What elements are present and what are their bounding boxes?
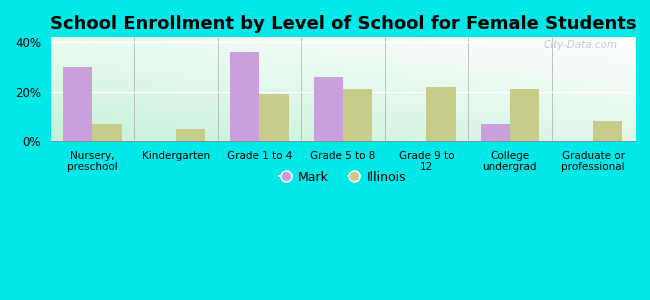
Title: School Enrollment by Level of School for Female Students: School Enrollment by Level of School for…: [49, 15, 636, 33]
Legend: Mark, Illinois: Mark, Illinois: [274, 165, 411, 189]
Bar: [63, 67, 92, 141]
Bar: [92, 124, 122, 141]
Bar: [593, 122, 623, 141]
Bar: [314, 77, 343, 141]
Bar: [259, 94, 289, 141]
Text: City-Data.com: City-Data.com: [543, 40, 618, 50]
Bar: [343, 89, 372, 141]
Bar: [510, 89, 539, 141]
Bar: [230, 52, 259, 141]
Bar: [480, 124, 510, 141]
Bar: [426, 87, 456, 141]
Bar: [176, 129, 205, 141]
